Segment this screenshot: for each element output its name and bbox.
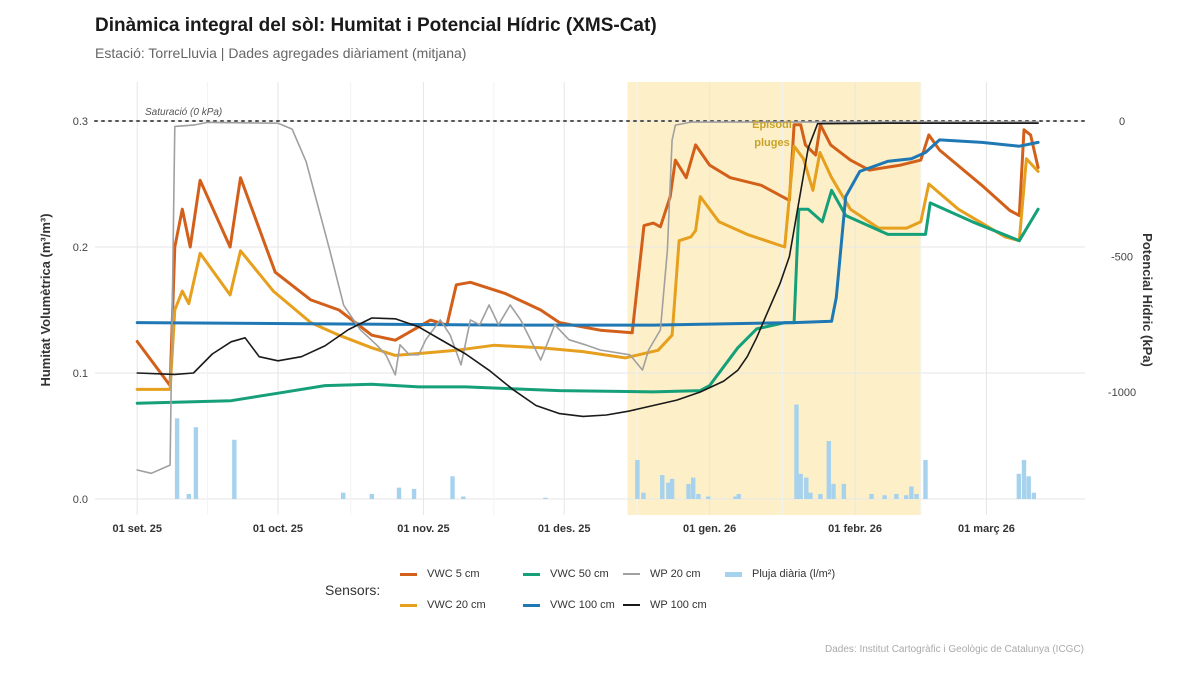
rain-bar [733,496,738,499]
legend-item-vwc100: VWC 100 cm [523,599,615,611]
legend-title: Sensors: [325,582,381,598]
rain-bar [831,483,836,499]
x-tick-label: 01 gen. 26 [683,523,736,535]
y-tick-label: 0.2 [73,242,88,254]
rain-bar [696,493,701,499]
legend-label: Pluja diària (l/m²) [752,568,836,580]
rain-bar [666,482,671,499]
legend-swatch [400,603,417,607]
rain-bar [660,475,665,499]
rain-bar [804,477,809,499]
rain-bar [882,495,887,499]
saturation-label: Saturació (0 kPa) [145,107,222,118]
rain-bar [193,427,199,499]
highlight-label: pluges [754,137,789,149]
rain-bar [1016,473,1022,499]
data-source-caption: Dades: Institut Cartogràfic i Geològic d… [825,644,1084,655]
legend-label: VWC 50 cm [550,568,609,580]
series-line-wp-100-cm [136,122,1039,418]
series-line-vwc-20-cm [135,144,1040,391]
legend-item-vwc20: VWC 20 cm [400,599,486,611]
y2-tick-label: 0 [1119,116,1125,128]
rain-bar [869,493,874,499]
y-tick-label: 0.0 [73,494,88,506]
x-tick-label: 01 març 26 [958,523,1015,535]
legend-item-vwc5: VWC 5 cm [400,568,480,580]
rain-bar [909,486,914,499]
rain-bar [798,473,803,499]
rain-bar [691,477,696,499]
legend-item-vwc50: VWC 50 cm [523,568,609,580]
rain-bar [818,493,823,499]
rain-bar [841,483,847,499]
rain-bar [396,487,402,499]
x-tick-label: 01 des. 25 [538,523,591,535]
rain-bar [894,493,899,499]
y2-tick-label: -500 [1111,251,1133,263]
series-line-wp-20-cm [136,121,1039,475]
legend-swatch [623,604,640,606]
legend-label: VWC 20 cm [427,599,486,611]
rain-bar [736,493,741,499]
rain-bar [904,495,909,499]
series-line-vwc-50-cm [135,188,1040,405]
legend-item-rain: Pluja diària (l/m²) [725,568,835,580]
rain-bar [1021,459,1027,499]
legend-label: VWC 100 cm [550,599,615,611]
y-axis-title: Humitat Volumètrica (m³/m³) [38,213,53,386]
rain-bar [369,493,375,499]
rain-bar [411,488,417,499]
rain-bar [186,493,192,499]
rain-bar [808,492,813,499]
y-tick-label: 0.3 [73,116,88,128]
rain-bar [826,441,832,499]
series-line-vwc-100-cm [135,138,1040,327]
x-tick-label: 01 nov. 25 [397,523,449,535]
legend-label: WP 100 cm [650,599,707,611]
rain-bar [461,496,466,499]
x-tick-label: 01 oct. 25 [253,523,303,535]
x-tick-label: 01 febr. 26 [828,523,882,535]
rain-bar [794,404,799,499]
y2-tick-label: -1000 [1108,387,1136,399]
rain-bar [543,497,548,499]
rain-bar [1031,492,1037,499]
rain-bar [232,439,237,499]
legend-swatch [523,603,540,607]
rain-bar [1026,476,1031,499]
legend-item-wp20: WP 20 cm [623,568,701,580]
rain-bar [923,459,928,499]
rain-bar [706,496,711,499]
legend-swatch [725,571,742,577]
rain-bar [450,476,455,499]
highlight-label: Episodi [752,119,792,131]
legend-swatch [400,572,417,576]
chart-subtitle: Estació: TorreLluvia | Dades agregades d… [95,45,467,61]
rain-bar [686,483,691,499]
rain-bar [641,492,646,499]
rain-bar [174,418,180,499]
chart-title: Dinàmica integral del sòl: Humitat i Pot… [95,15,657,36]
legend-item-wp100: WP 100 cm [623,599,707,611]
rain-bar [341,492,346,499]
x-tick-label: 01 set. 25 [112,523,162,535]
rain-bar [914,493,919,499]
rain-bar [669,478,675,499]
rain-bar [635,459,640,499]
legend-swatch [623,573,640,575]
legend-swatch [523,572,540,576]
legend-label: WP 20 cm [650,568,701,580]
legend-label: VWC 5 cm [427,568,480,580]
y-tick-label: 0.1 [73,368,88,380]
y2-axis-title: Potencial Hídric (kPa) [1140,233,1155,367]
